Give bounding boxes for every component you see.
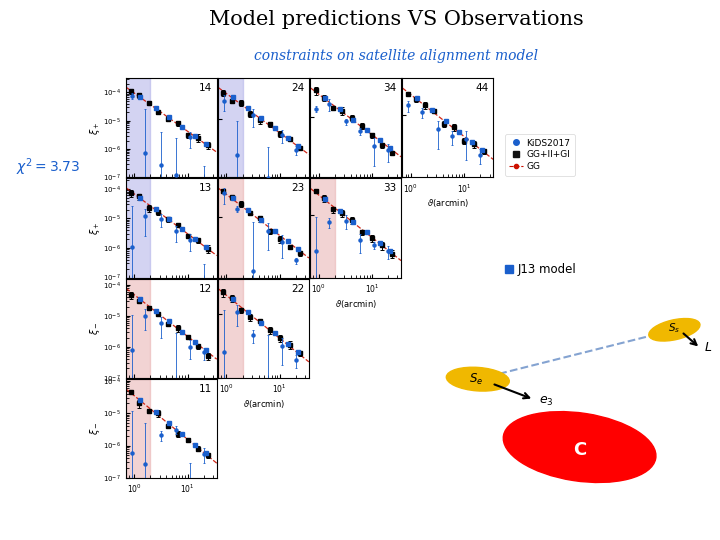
Bar	[218, 279, 243, 378]
Text: 23: 23	[291, 184, 305, 193]
Text: 44: 44	[475, 83, 489, 93]
Text: $e_3$: $e_3$	[539, 395, 554, 408]
Text: $S_e$: $S_e$	[469, 372, 483, 387]
Bar	[126, 379, 150, 478]
Bar	[218, 178, 243, 278]
Legend: J13 model: J13 model	[499, 259, 582, 281]
Y-axis label: $\xi_-$: $\xi_-$	[88, 321, 102, 335]
X-axis label: $\vartheta$(arcmin): $\vartheta$(arcmin)	[335, 298, 377, 309]
Bar	[218, 78, 243, 177]
Bar	[126, 78, 150, 177]
Text: 12: 12	[199, 284, 212, 294]
Y-axis label: $\xi_+$: $\xi_+$	[88, 221, 102, 235]
Text: $\chi^2 = 3.73$: $\chi^2 = 3.73$	[16, 157, 80, 178]
Text: 22: 22	[291, 284, 305, 294]
Ellipse shape	[649, 319, 700, 341]
Text: J13 model produces too strong power on small scales: J13 model produces too strong power on s…	[132, 512, 588, 527]
Text: 14: 14	[199, 83, 212, 93]
Text: $L$: $L$	[704, 341, 712, 354]
X-axis label: $\vartheta$(arcmin): $\vartheta$(arcmin)	[243, 398, 284, 410]
Text: $S_s$: $S_s$	[668, 321, 680, 335]
Bar	[126, 178, 150, 278]
Text: 13: 13	[199, 184, 212, 193]
X-axis label: $\vartheta$(arcmin): $\vartheta$(arcmin)	[427, 198, 469, 210]
Legend: KiDS2017, GG+II+GI, GG: KiDS2017, GG+II+GI, GG	[505, 134, 575, 176]
Text: C: C	[573, 441, 586, 459]
Text: 34: 34	[383, 83, 397, 93]
Bar	[126, 279, 150, 378]
Y-axis label: $\xi_+$: $\xi_+$	[88, 121, 102, 134]
Text: constraints on satellite alignment model: constraints on satellite alignment model	[254, 49, 538, 63]
Ellipse shape	[503, 411, 656, 482]
Ellipse shape	[446, 367, 509, 391]
Text: 33: 33	[383, 184, 397, 193]
Text: 24: 24	[291, 83, 305, 93]
Text: 11: 11	[199, 384, 212, 394]
Bar	[310, 178, 335, 278]
Y-axis label: $\xi_-$: $\xi_-$	[88, 421, 102, 435]
Text: Model predictions VS Observations: Model predictions VS Observations	[209, 10, 583, 29]
